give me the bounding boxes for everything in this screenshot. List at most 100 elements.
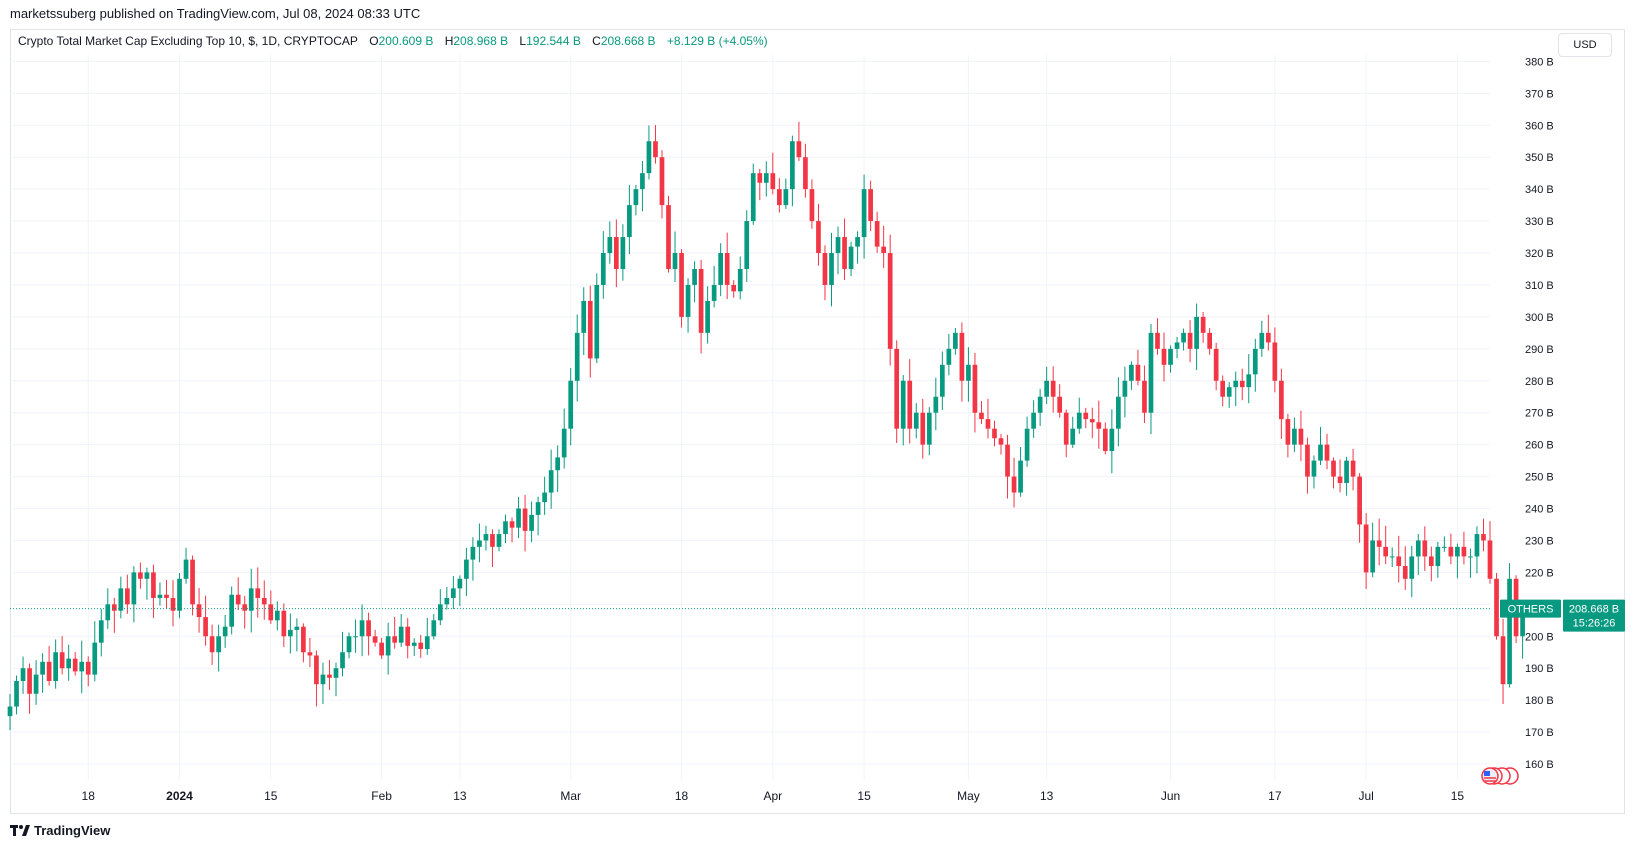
candle-down	[985, 419, 991, 429]
candle-down	[1155, 332, 1160, 349]
candle-down	[164, 594, 169, 598]
candle-up	[248, 588, 254, 611]
candle-down	[613, 237, 619, 269]
events-icon[interactable]	[1480, 765, 1530, 787]
candle-up	[7, 706, 13, 717]
candle-down	[1272, 342, 1278, 381]
candle-up	[1507, 578, 1512, 685]
candle-up	[66, 658, 72, 669]
candle-down	[85, 661, 91, 675]
candle-up	[333, 668, 339, 678]
candle-up	[600, 253, 606, 285]
candle-up	[1370, 540, 1375, 573]
candle-down	[522, 508, 528, 531]
candle-down	[920, 412, 926, 445]
x-tick-label: 13	[453, 789, 467, 803]
candle-up	[1233, 380, 1239, 388]
candle-up	[470, 546, 476, 560]
candle-up	[398, 626, 404, 643]
candle-up	[1076, 412, 1082, 429]
candle-up	[926, 412, 932, 445]
candle-up	[1259, 332, 1265, 349]
candle-down	[1448, 546, 1454, 557]
time-axis: 18 2024 15 Feb 13 Mar 18 Apr 15 May 13 Jun 17 Jul 15	[82, 789, 1465, 803]
candle-up	[53, 652, 58, 681]
candle-up	[744, 221, 750, 269]
y-tick-label: 370 B	[1525, 88, 1554, 100]
y-tick-label: 380 B	[1525, 56, 1554, 68]
y-tick-label: 230 B	[1525, 535, 1554, 547]
candle-down	[1161, 348, 1167, 365]
currency-button[interactable]: USD	[1558, 33, 1612, 57]
chart-frame	[10, 29, 1625, 814]
y-tick-label: 220 B	[1525, 567, 1554, 579]
candle-up	[535, 502, 541, 515]
candle-down	[842, 237, 847, 269]
candle-down	[1057, 396, 1063, 413]
candle-down	[1481, 534, 1486, 541]
candle-down	[1487, 540, 1493, 579]
candle-up	[1181, 332, 1186, 343]
candle-up	[763, 173, 769, 183]
candle-up	[1148, 332, 1154, 413]
candle-down	[1331, 460, 1336, 477]
y-tick-label: 280 B	[1525, 376, 1554, 388]
candle-down	[1083, 412, 1089, 420]
candle-up	[829, 253, 834, 285]
x-tick-label: Feb	[371, 789, 392, 803]
candle-down	[731, 284, 737, 292]
y-tick-label: 240 B	[1525, 504, 1554, 516]
price-tag-background	[1563, 599, 1625, 632]
candle-up	[750, 173, 756, 222]
candle-up	[118, 588, 124, 611]
candle-down	[770, 173, 776, 190]
candle-down	[1396, 556, 1402, 567]
candle-up	[900, 380, 906, 429]
candle-down	[301, 626, 306, 653]
y-tick-label: 360 B	[1525, 120, 1554, 132]
candle-up	[1318, 444, 1323, 461]
candle-down	[59, 652, 65, 669]
x-tick-label: 2024	[166, 789, 193, 803]
legend-open-value: 200.609 B	[378, 34, 434, 48]
candle-down	[72, 658, 78, 672]
candle-up	[1389, 556, 1395, 558]
candle-down	[255, 588, 261, 598]
candle-up	[1311, 460, 1317, 477]
candle-down	[242, 604, 248, 611]
candle-up	[144, 572, 150, 579]
candle-up	[737, 268, 743, 292]
candle-up	[685, 284, 691, 317]
x-tick-label: 18	[82, 789, 96, 803]
candle-up	[640, 173, 645, 190]
candle-down	[1350, 460, 1356, 477]
candle-down	[998, 438, 1004, 445]
candle-up	[946, 348, 952, 365]
x-tick-label: 13	[1040, 789, 1054, 803]
candle-down	[1063, 412, 1069, 445]
candle-up	[79, 661, 85, 672]
candle-up	[1435, 546, 1441, 567]
candle-up	[561, 428, 567, 458]
candle-up	[92, 642, 98, 675]
candle-up	[1129, 364, 1134, 381]
candle-down	[261, 597, 267, 605]
candle-down	[1461, 546, 1467, 557]
y-tick-label: 270 B	[1525, 408, 1554, 420]
footer-logo[interactable]: TradingView	[10, 823, 110, 838]
candle-down	[972, 364, 978, 413]
candle-up	[1037, 396, 1043, 413]
candle-up	[711, 284, 717, 301]
candle-down	[405, 626, 411, 646]
candle-up	[633, 189, 639, 206]
candle-down	[1422, 540, 1428, 557]
candle-down	[587, 300, 593, 359]
candle-down	[1494, 578, 1499, 637]
candle-down	[1357, 476, 1362, 525]
legend-high-label: H	[444, 34, 454, 48]
candle-down	[1005, 444, 1010, 477]
candle-down	[209, 636, 215, 653]
x-tick-label: Apr	[763, 789, 782, 803]
candle-up	[14, 680, 19, 707]
